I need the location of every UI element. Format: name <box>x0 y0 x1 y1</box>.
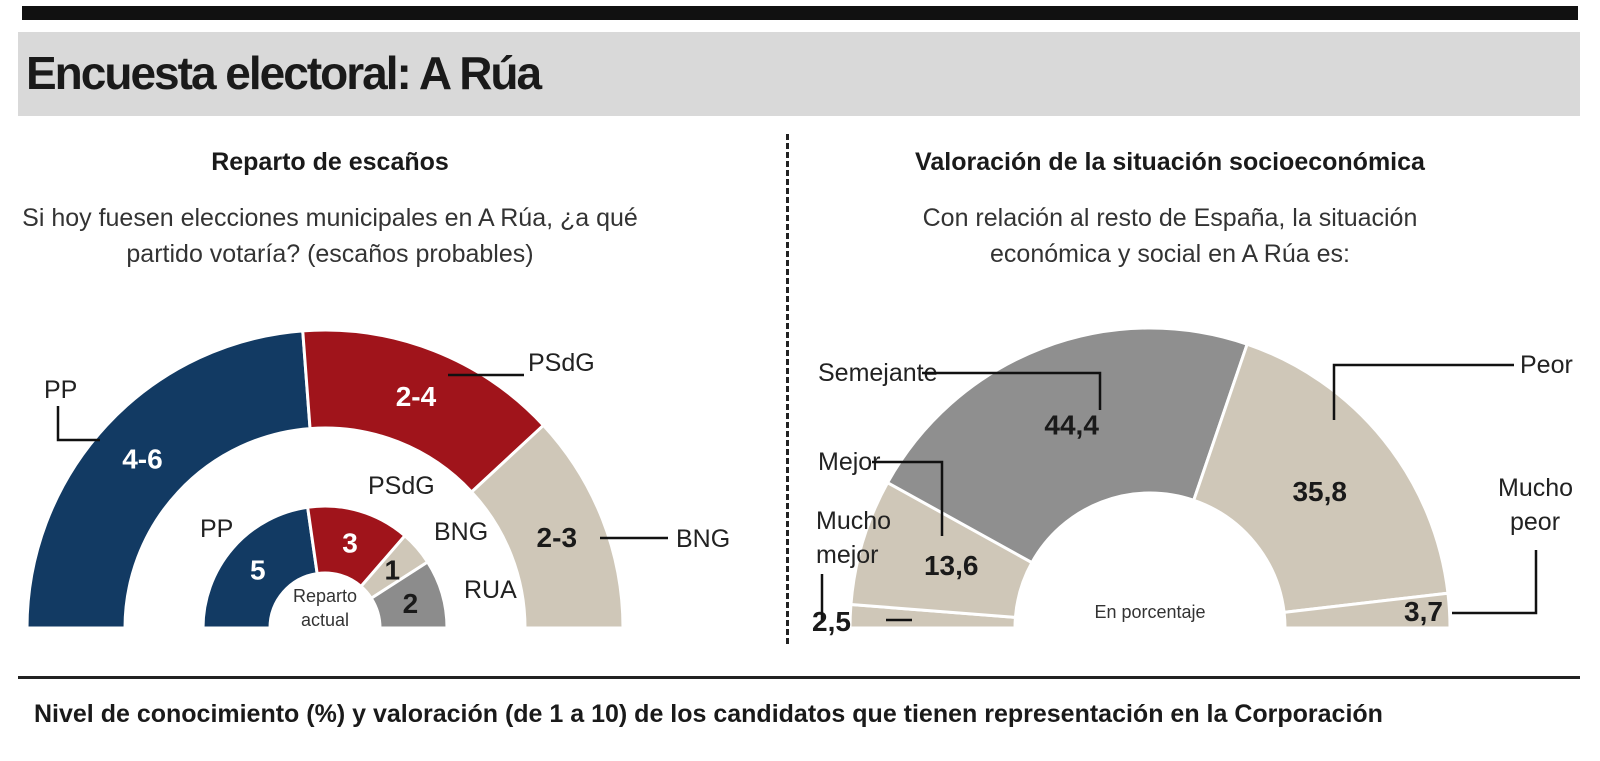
seat-leader-pp <box>56 406 100 442</box>
current-legend-bng: BNG <box>434 518 488 546</box>
socio-legend-semejante: Semejante <box>818 359 938 387</box>
current-seat-slice-pp <box>201 505 319 630</box>
current-seat-value-pp: 5 <box>250 555 266 586</box>
seat-value-pp: 4-6 <box>122 444 162 475</box>
socio-slice-peor <box>1191 342 1450 615</box>
seat-slice-bng <box>469 423 625 630</box>
socio-center-label: En porcentaje <box>1094 602 1205 622</box>
top-rule <box>22 6 1578 20</box>
socio-leader-semejante <box>922 371 1102 410</box>
socio-leader-peor <box>1332 363 1514 420</box>
seats-subtitle-line2: partido votaría? (escaños probables) <box>126 240 534 268</box>
socio-legend-mucho-peor-line1: Mucho <box>1498 474 1573 502</box>
seat-slice-pp <box>25 329 312 630</box>
socio-slice-mucho-peor <box>1282 591 1452 630</box>
socio-value-mucho-mejor: 2,5 <box>812 606 851 637</box>
bottom-rule <box>18 676 1580 679</box>
current-legend-psdg: PSdG <box>368 472 435 500</box>
socio-chart-subtitle: Con relación al resto de España, la situ… <box>880 200 1460 272</box>
candidates-section-title: Nivel de conocimiento (%) y valoración (… <box>34 700 1383 728</box>
current-seat-slice-rua <box>369 559 449 630</box>
socio-leader-mejor <box>872 460 944 536</box>
socio-legend-mejor: Mejor <box>818 448 881 476</box>
socio-subtitle-line2: económica y social en A Rúa es: <box>990 240 1350 268</box>
socio-value-semejante: 44,4 <box>1044 410 1099 441</box>
current-legend-pp: PP <box>200 515 233 543</box>
socio-legend-mucho-mejor-line1: Mucho <box>816 507 891 535</box>
seats-chart: 4-6 2-4 2-3 5 312 Reparto actual PP PSdG BNG PP PSd… <box>25 328 730 630</box>
socio-value-peor: 35,8 <box>1292 476 1347 507</box>
page-title: Encuesta electoral: A Rúa <box>26 47 542 99</box>
current-seat-value-psdg: 3 <box>342 528 358 559</box>
socio-legend-mucho-mejor-line2: mejor <box>816 541 879 569</box>
panel-divider <box>786 134 789 644</box>
current-seat-label-line1: Reparto <box>293 586 357 606</box>
title-band: Encuesta electoral: A Rúa <box>18 32 1580 116</box>
socio-slice-semejante <box>885 326 1250 565</box>
seats-subtitle-line1: Si hoy fuesen elecciones municipales en … <box>22 204 638 232</box>
seat-legend-pp: PP <box>44 376 77 404</box>
current-seat-value-bng: 1 <box>384 555 400 586</box>
seat-value-psdg: 2-4 <box>396 381 437 412</box>
seats-chart-subtitle: Si hoy fuesen elecciones municipales en … <box>20 200 640 272</box>
socio-legend-mucho-peor-line2: peor <box>1510 508 1560 536</box>
seat-legend-bng: BNG <box>676 525 730 553</box>
socio-subtitle-line1: Con relación al resto de España, la situ… <box>922 204 1418 232</box>
socio-chart-title: Valoración de la situación socioeconómic… <box>915 148 1425 176</box>
socio-leader-mucho-peor <box>1452 550 1538 615</box>
socio-value-mucho-peor: 3,7 <box>1404 596 1443 627</box>
socio-value-mejor: 13,6 <box>924 550 979 581</box>
seat-legend-psdg: PSdG <box>528 349 595 377</box>
current-legend-rua: RUA <box>464 576 517 604</box>
current-seat-value-rua: 2 <box>403 588 419 619</box>
current-seat-label-line2: actual <box>301 610 349 630</box>
socio-legend-peor: Peor <box>1520 351 1573 379</box>
seat-value-bng: 2-3 <box>537 522 577 553</box>
socio-chart: En porcentaje 44,4 35,8 13,6 2,5 3,7 Semejante… <box>812 326 1573 637</box>
seats-chart-title: Reparto de escaños <box>211 148 449 176</box>
